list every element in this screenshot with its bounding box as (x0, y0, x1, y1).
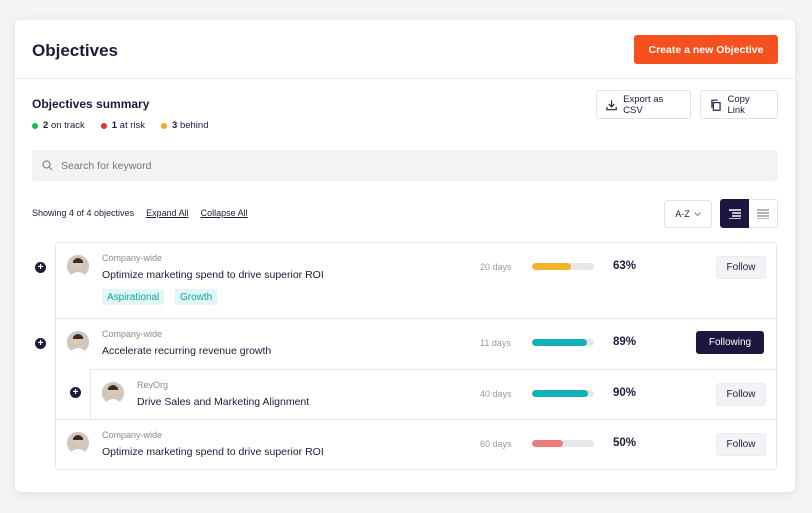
days-remaining: 60 days (480, 439, 512, 449)
days-remaining: 20 days (480, 262, 512, 272)
days-remaining: 40 days (480, 389, 512, 399)
objective-scope: Company-wide (102, 253, 163, 263)
expand-row-button[interactable]: + (35, 338, 46, 349)
progress-percent: 89% (613, 336, 637, 348)
copy-link-button[interactable]: Copy Link (700, 90, 778, 119)
progress-bar (532, 263, 594, 270)
objectives-card: Objectives Create a new Objective Object… (15, 20, 795, 492)
status-dot-icon (161, 122, 168, 129)
flat-view-button[interactable] (749, 199, 778, 228)
status-at-risk: 1 at risk (100, 120, 146, 131)
summary-title: Objectives summary (32, 97, 150, 111)
avatar (102, 382, 124, 404)
avatar (67, 255, 89, 277)
status-label: behind (179, 120, 209, 131)
progress-percent: 50% (613, 437, 637, 449)
objective-title[interactable]: Drive Sales and Marketing Alignment (137, 396, 310, 408)
expand-row-button[interactable]: + (35, 262, 46, 273)
avatar (67, 432, 89, 454)
objective-scope: RevOrg (137, 380, 169, 390)
objective-row[interactable]: Company-wide Optimize marketing spend to… (55, 419, 777, 470)
tag-badge: Growth (175, 289, 218, 305)
sort-value: A-Z (675, 209, 690, 219)
export-csv-button[interactable]: Export as CSV (596, 90, 691, 119)
progress-bar (532, 390, 594, 397)
download-icon (606, 99, 617, 110)
tag-badge: Aspirational (102, 289, 165, 305)
status-label: at risk (119, 120, 146, 131)
follow-button[interactable]: Follow (716, 383, 766, 406)
view-toggle (720, 199, 778, 228)
page-title: Objectives (32, 41, 118, 60)
indented-list-icon (728, 208, 741, 219)
objective-title[interactable]: Accelerate recurring revenue growth (102, 345, 272, 357)
progress-fill (532, 263, 572, 270)
objective-title[interactable]: Optimize marketing spend to drive superi… (102, 446, 324, 458)
list-controls: Showing 4 of 4 objectives Expand All Col… (32, 208, 248, 218)
collapse-all-link[interactable]: Collapse All (200, 208, 248, 218)
objective-title[interactable]: Optimize marketing spend to drive superi… (102, 269, 324, 281)
export-csv-label: Export as CSV (623, 93, 664, 116)
status-dot-icon (100, 122, 107, 129)
flat-list-icon (757, 208, 769, 219)
search-bar[interactable] (32, 150, 778, 181)
showing-count: Showing 4 of 4 objectives (32, 208, 135, 218)
status-count: 1 (111, 120, 118, 131)
follow-button[interactable]: Follow (716, 256, 766, 279)
progress-bar (532, 440, 594, 447)
copy-icon (711, 99, 721, 111)
status-count: 3 (172, 120, 178, 131)
status-on-track: 2 on track (32, 120, 85, 131)
indented-view-button[interactable] (720, 199, 749, 228)
search-icon (42, 160, 53, 171)
expand-row-button[interactable]: + (70, 387, 81, 398)
objective-row[interactable]: Company-wide Accelerate recurring revenu… (55, 318, 777, 370)
objective-scope: Company-wide (102, 329, 163, 339)
status-summary: 2 on track 1 at risk 3 behind (32, 120, 208, 131)
days-remaining: 11 days (480, 338, 511, 348)
follow-button[interactable]: Follow (716, 433, 766, 456)
status-label: on track (50, 120, 85, 131)
following-button[interactable]: Following (696, 331, 764, 354)
progress-fill (532, 339, 588, 346)
objective-scope: Company-wide (102, 430, 163, 440)
card-header: Objectives Create a new Objective (15, 20, 795, 79)
progress-percent: 90% (613, 387, 637, 399)
status-dot-icon (32, 122, 38, 129)
progress-percent: 63% (613, 260, 637, 272)
progress-fill (532, 390, 588, 397)
chevron-down-icon (693, 211, 701, 216)
progress-bar (532, 339, 594, 346)
sort-select[interactable]: A-Z (664, 200, 712, 228)
objective-row[interactable]: Company-wide Optimize marketing spend to… (55, 242, 777, 319)
objective-row[interactable]: RevOrg Drive Sales and Marketing Alignme… (90, 369, 777, 420)
create-objective-button[interactable]: Create a new Objective (634, 35, 778, 64)
avatar (67, 331, 89, 353)
search-input[interactable] (61, 159, 661, 172)
status-count: 2 (43, 120, 49, 131)
copy-link-label: Copy Link (727, 93, 750, 116)
progress-fill (532, 440, 563, 447)
expand-all-link[interactable]: Expand All (146, 208, 189, 218)
status-behind: 3 behind (161, 120, 208, 131)
